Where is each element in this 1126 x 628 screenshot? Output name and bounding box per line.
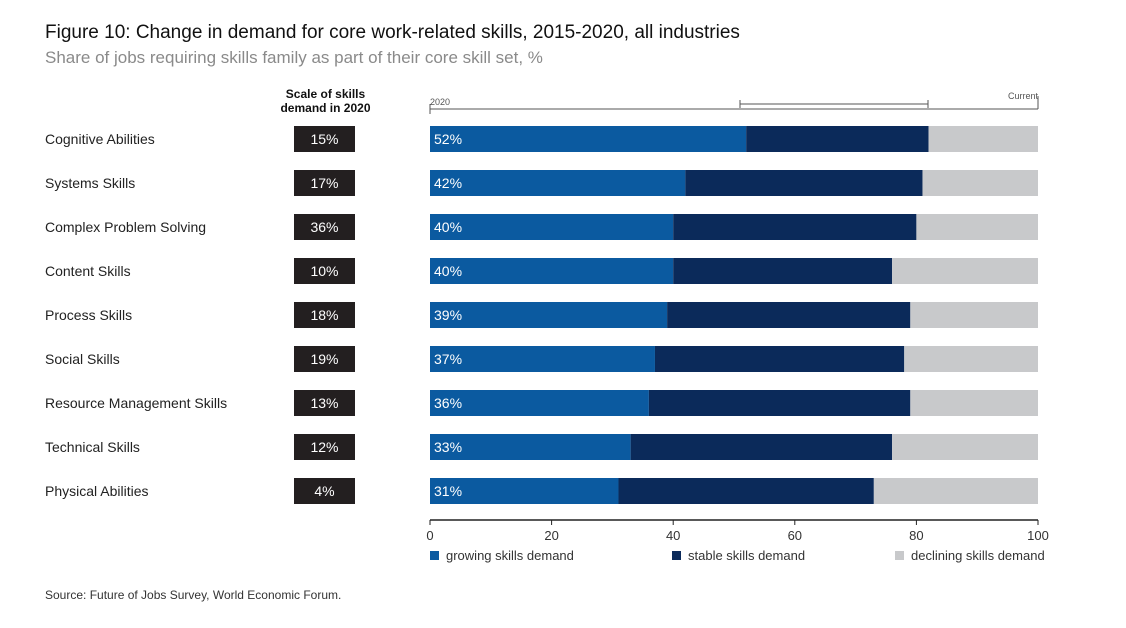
bar-declining xyxy=(892,434,1038,460)
x-tick-label: 20 xyxy=(544,528,558,543)
data-label: 40% xyxy=(434,263,462,279)
x-tick-label: 60 xyxy=(788,528,802,543)
legend-label-growing: growing skills demand xyxy=(446,548,574,563)
scale-badge xyxy=(294,478,355,504)
bar-stable xyxy=(630,434,893,460)
bar-growing xyxy=(430,390,649,416)
data-label: 52% xyxy=(434,131,462,147)
source-note: Source: Future of Jobs Survey, World Eco… xyxy=(45,588,342,602)
scale-badge-value: 4% xyxy=(314,483,334,499)
category-label: Resource Management Skills xyxy=(45,395,227,411)
data-label: 37% xyxy=(434,351,462,367)
category-label: Physical Abilities xyxy=(45,483,149,499)
data-label: 39% xyxy=(434,307,462,323)
scale-header-line1: Scale of skills xyxy=(285,87,366,101)
legend-swatch-stable xyxy=(672,551,681,560)
bar-stable xyxy=(648,390,911,416)
scale-badge xyxy=(294,390,355,416)
chart-title: Figure 10: Change in demand for core wor… xyxy=(45,22,740,43)
scale-badge-value: 10% xyxy=(310,263,338,279)
bar-growing xyxy=(430,302,668,328)
scale-badge xyxy=(294,346,355,372)
bar-growing xyxy=(430,170,686,196)
scale-badge-value: 15% xyxy=(310,131,338,147)
bar-declining xyxy=(916,214,1038,240)
bar-stable xyxy=(746,126,929,152)
category-label: Systems Skills xyxy=(45,175,135,191)
bar-growing xyxy=(430,434,631,460)
x-tick-label: 0 xyxy=(426,528,433,543)
category-label: Cognitive Abilities xyxy=(45,131,155,147)
bar-stable xyxy=(673,214,917,240)
bar-stable xyxy=(673,258,893,284)
legend-label-declining: declining skills demand xyxy=(911,548,1045,563)
scale-badge-value: 17% xyxy=(310,175,338,191)
bar-declining xyxy=(873,478,1038,504)
x-tick-label: 80 xyxy=(909,528,923,543)
scale-badge xyxy=(294,434,355,460)
scale-badge-value: 36% xyxy=(310,219,338,235)
bar-declining xyxy=(910,390,1038,416)
legend-swatch-growing xyxy=(430,551,439,560)
data-label: 33% xyxy=(434,439,462,455)
scale-badge xyxy=(294,126,355,152)
bar-declining xyxy=(904,346,1038,372)
bar-declining xyxy=(910,302,1038,328)
scale-header-line2: demand in 2020 xyxy=(280,101,371,115)
category-label: Technical Skills xyxy=(45,439,140,455)
bar-declining xyxy=(922,170,1038,196)
category-label: Process Skills xyxy=(45,307,132,323)
bar-stable xyxy=(667,302,911,328)
scale-badge-value: 13% xyxy=(310,395,338,411)
data-label: 31% xyxy=(434,483,462,499)
x-tick-label: 40 xyxy=(666,528,680,543)
legend-swatch-declining xyxy=(895,551,904,560)
scale-badge xyxy=(294,302,355,328)
scale-badge xyxy=(294,170,355,196)
bar-stable xyxy=(654,346,905,372)
category-label: Social Skills xyxy=(45,351,120,367)
category-label: Content Skills xyxy=(45,263,131,279)
data-label: 42% xyxy=(434,175,462,191)
scale-badge-value: 18% xyxy=(310,307,338,323)
scale-badge-value: 12% xyxy=(310,439,338,455)
data-label: 36% xyxy=(434,395,462,411)
bar-growing xyxy=(430,258,674,284)
category-label: Complex Problem Solving xyxy=(45,219,206,235)
timeline-label-left: 2020 xyxy=(430,97,450,107)
x-tick-label: 100 xyxy=(1027,528,1049,543)
chart-subtitle: Share of jobs requiring skills family as… xyxy=(45,48,543,67)
bar-growing xyxy=(430,346,655,372)
bar-growing xyxy=(430,478,619,504)
bar-growing xyxy=(430,214,674,240)
scale-badge-value: 19% xyxy=(310,351,338,367)
scale-badge xyxy=(294,258,355,284)
scale-column-header: Scale of skills demand in 2020 xyxy=(268,87,383,115)
timeline-label-right: Current xyxy=(1008,91,1039,101)
bar-stable xyxy=(618,478,874,504)
bar-stable xyxy=(685,170,923,196)
data-label: 40% xyxy=(434,219,462,235)
bar-declining xyxy=(892,258,1038,284)
bar-growing xyxy=(430,126,747,152)
legend-label-stable: stable skills demand xyxy=(688,548,805,563)
bar-declining xyxy=(928,126,1038,152)
scale-badge xyxy=(294,214,355,240)
